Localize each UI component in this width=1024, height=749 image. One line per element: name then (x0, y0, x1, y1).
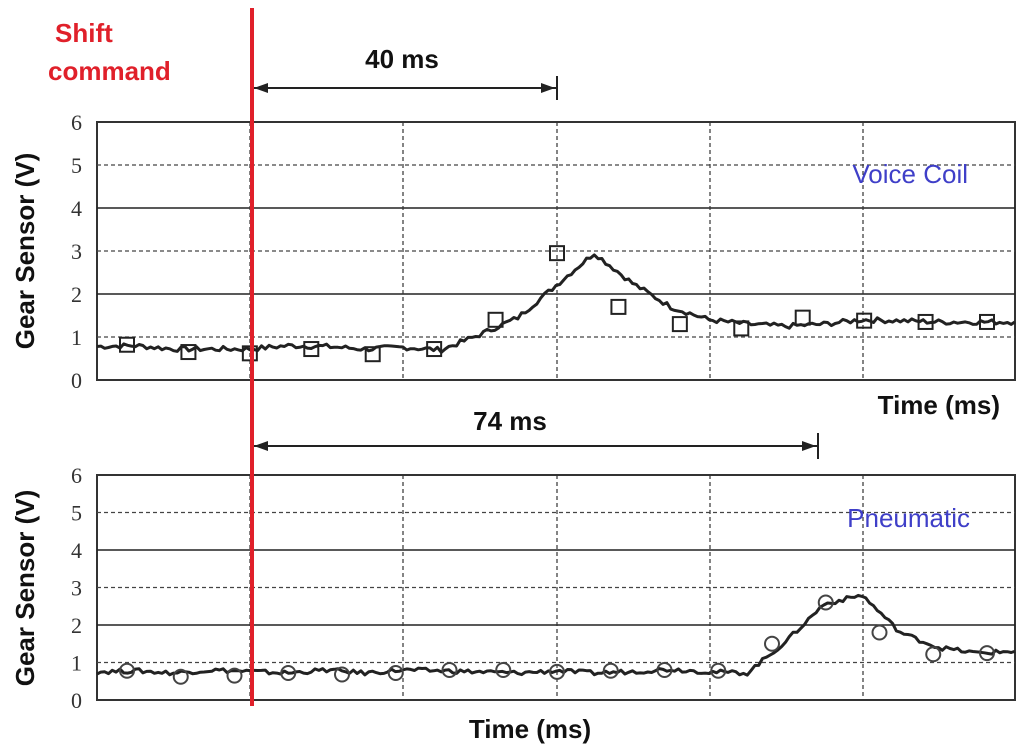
voice-coil-marker-3 (303, 341, 320, 358)
pneumatic-y-tick-6: 6 (71, 463, 82, 488)
voice-coil-marker-2 (241, 345, 258, 362)
pneumatic-marker-6 (441, 662, 458, 678)
pneumatic-marker-4 (334, 666, 350, 683)
pneumatic-marker-16 (979, 645, 995, 662)
pneumatic-marker-7 (495, 662, 512, 678)
pneumatic-trace (96, 593, 1016, 677)
pneumatic-y-ticks: 0 1 2 3 4 5 6 (71, 463, 82, 713)
voice-coil-y-tick-3: 3 (71, 239, 82, 264)
voice-coil-marker-8 (610, 298, 627, 315)
interval-74ms-arrowhead-left (254, 441, 268, 451)
interval-40ms-arrowhead-right (541, 83, 555, 93)
voice-coil-y-ticks: 0 1 2 3 4 5 6 (71, 110, 82, 393)
interval-40ms-annotation: 40 ms (252, 44, 558, 100)
shift-command-label-line1: Shift (55, 18, 113, 48)
voice-coil-marker-11 (794, 309, 811, 326)
pneumatic-marker-3 (280, 665, 297, 681)
voice-coil-marker-14 (979, 313, 995, 330)
voice-coil-marker-13 (917, 313, 934, 330)
pneumatic-marker-12 (764, 635, 780, 652)
voice-coil-y-tick-4: 4 (71, 196, 82, 221)
pneumatic-marker-1 (172, 668, 189, 685)
pneumatic-x-axis-title: Time (ms) (469, 714, 591, 744)
voice-coil-y-tick-2: 2 (71, 282, 82, 307)
interval-40ms-arrowhead-left (254, 83, 268, 93)
pneumatic-marker-9 (602, 662, 619, 679)
pneumatic-y-axis-title: Gear Sensor (V) (10, 490, 40, 687)
voice-coil-y-axis-title: Gear Sensor (V) (10, 153, 40, 350)
voice-coil-marker-4 (364, 346, 381, 363)
pneumatic-y-tick-0: 0 (71, 688, 82, 713)
interval-74ms-arrowhead-right (802, 441, 816, 451)
pneumatic-y-tick-1: 1 (71, 651, 82, 676)
voice-coil-y-tick-5: 5 (71, 153, 82, 178)
pneumatic-y-tick-5: 5 (71, 501, 82, 526)
voice-coil-marker-9 (671, 316, 688, 333)
pneumatic-marker-0 (119, 662, 135, 679)
pneumatic-series-label: Pneumatic (847, 503, 970, 533)
pneumatic-y-tick-2: 2 (71, 613, 82, 638)
voice-coil-marker-6 (487, 311, 504, 328)
pneumatic-marker-13 (817, 594, 834, 611)
voice-coil-marker-5 (426, 341, 443, 358)
voice-coil-x-axis-title: Time (ms) (878, 390, 1000, 420)
pneumatic-marker-5 (387, 665, 404, 681)
pneumatic-marker-8 (549, 663, 565, 680)
pneumatic-panel: 0 1 2 3 4 5 6 Gear Sensor (V) Time (ms) Pneuma… (10, 463, 1016, 744)
voice-coil-trace (96, 253, 1016, 354)
voice-coil-series-label: Voice Coil (852, 159, 968, 189)
interval-74ms-label: 74 ms (473, 406, 547, 436)
pneumatic-marker-15 (925, 646, 942, 663)
pneumatic-marker-11 (710, 662, 727, 679)
pneumatic-marker-10 (656, 662, 673, 678)
voice-coil-y-tick-0: 0 (71, 368, 82, 393)
pneumatic-y-tick-3: 3 (71, 576, 82, 601)
shift-command-label-line2: command (48, 56, 171, 86)
voice-coil-marker-10 (733, 320, 750, 337)
interval-74ms-annotation: 74 ms (252, 406, 819, 459)
voice-coil-marker-12 (856, 312, 873, 329)
voice-coil-panel: 0 1 2 3 4 5 6 Gear Sensor (V) Time (ms) Voice … (10, 110, 1016, 420)
voice-coil-markers (119, 245, 995, 363)
voice-coil-y-tick-1: 1 (71, 325, 82, 350)
pneumatic-marker-14 (871, 624, 888, 641)
pneumatic-marker-2 (226, 667, 243, 684)
voice-coil-marker-1 (180, 344, 197, 361)
voice-coil-marker-0 (119, 336, 135, 353)
voice-coil-marker-7 (549, 245, 565, 262)
pneumatic-markers (119, 594, 995, 685)
interval-40ms-label: 40 ms (365, 44, 439, 74)
voice-coil-y-tick-6: 6 (71, 110, 82, 135)
pneumatic-y-tick-4: 4 (71, 538, 82, 563)
